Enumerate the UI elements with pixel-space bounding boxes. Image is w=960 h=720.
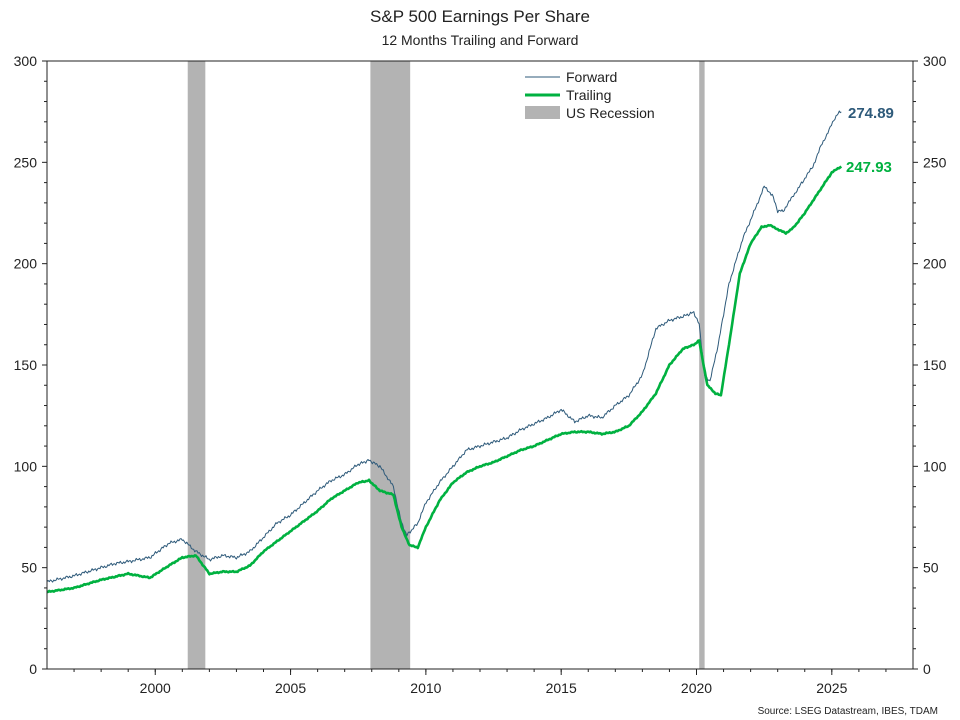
recession-bar-2 bbox=[699, 61, 705, 669]
legend: Forward Trailing US Recession bbox=[525, 69, 655, 121]
x-tick-label: 2015 bbox=[546, 680, 577, 696]
recession-bar-1 bbox=[370, 61, 411, 669]
x-tick-label: 2005 bbox=[275, 680, 306, 696]
trailing-end-label: 247.93 bbox=[846, 159, 892, 176]
y-tick-label-left: 50 bbox=[21, 560, 37, 576]
trailing-line bbox=[46, 165, 843, 594]
y-tick-label-left: 0 bbox=[29, 661, 37, 677]
y-tick-label-left: 250 bbox=[14, 154, 38, 170]
forward-line bbox=[46, 110, 842, 583]
legend-recession-swatch bbox=[525, 106, 560, 119]
y-tick-label-left: 150 bbox=[14, 357, 38, 373]
y-tick-label-right: 100 bbox=[923, 458, 947, 474]
y-tick-label-right: 0 bbox=[923, 661, 931, 677]
recession-layer bbox=[187, 61, 705, 669]
x-tick-label: 2020 bbox=[681, 680, 712, 696]
recession-bar-0 bbox=[187, 61, 206, 669]
legend-trailing-label: Trailing bbox=[566, 87, 611, 103]
chart-subtitle: 12 Months Trailing and Forward bbox=[382, 32, 579, 48]
y-tick-label-left: 300 bbox=[14, 53, 38, 69]
y-tick-label-right: 250 bbox=[923, 154, 947, 170]
axis-layer: 0 0 50 50 100 100 150 150 200 200 250 250 300 300 2000… bbox=[14, 53, 947, 696]
x-tick-label: 2010 bbox=[410, 680, 441, 696]
y-tick-label-left: 100 bbox=[14, 458, 38, 474]
forward-end-label: 274.89 bbox=[848, 105, 894, 122]
legend-forward-label: Forward bbox=[566, 69, 617, 85]
legend-recession-label: US Recession bbox=[566, 105, 655, 121]
x-tick-label: 2025 bbox=[816, 680, 847, 696]
series-layer bbox=[46, 110, 843, 594]
y-tick-label-right: 200 bbox=[923, 256, 947, 272]
y-tick-label-right: 50 bbox=[923, 560, 939, 576]
chart-title: S&P 500 Earnings Per Share bbox=[370, 7, 590, 26]
x-tick-label: 2000 bbox=[140, 680, 171, 696]
y-tick-label-left: 200 bbox=[14, 256, 38, 272]
y-tick-label-right: 150 bbox=[923, 357, 947, 373]
y-tick-label-right: 300 bbox=[923, 53, 947, 69]
plot-frame bbox=[46, 60, 914, 670]
source-note: Source: LSEG Datastream, IBES, TDAM bbox=[758, 706, 938, 717]
